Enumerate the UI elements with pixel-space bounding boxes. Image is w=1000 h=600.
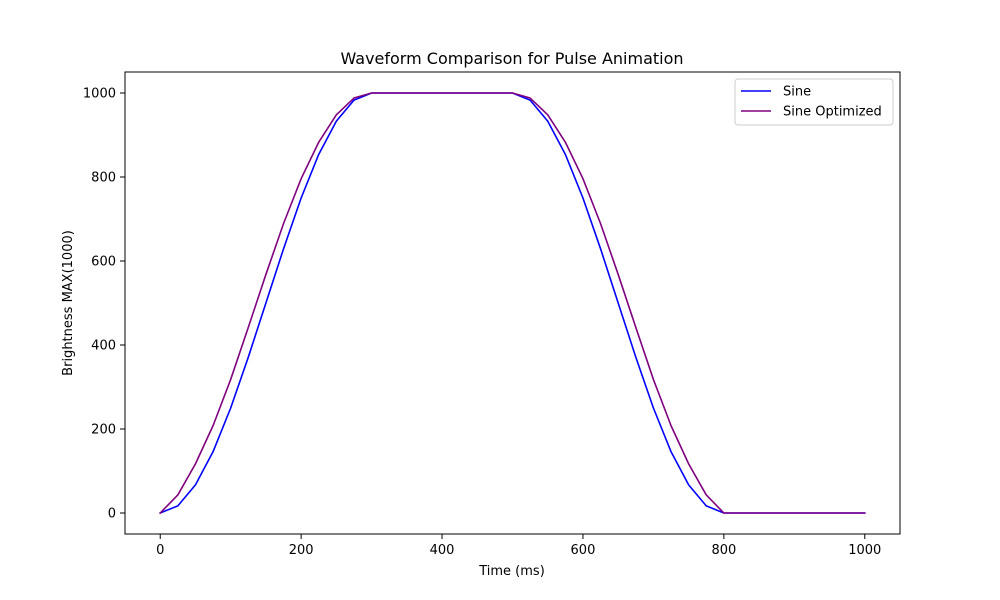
y-axis: 0 200 400 600 800 1000 [83,87,125,522]
x-tick-label: 200 [289,543,314,558]
y-tick-label: 800 [91,171,116,186]
legend-label-1: Sine [783,85,811,100]
series-line-2 [159,92,866,515]
y-tick-label: 1000 [83,87,116,102]
y-tick-label: 400 [91,339,116,354]
x-axis-label: Time (ms) [478,564,545,579]
x-tick-label: 800 [711,543,736,558]
y-axis-label: Brightness MAX(1000) [61,230,76,376]
plot-area [159,92,866,515]
chart-title: Waveform Comparison for Pulse Animation [340,49,683,68]
y-tick-label: 600 [91,255,116,270]
legend-label-2: Sine Optimized [783,105,882,120]
y-tick-label: 0 [108,507,116,522]
x-tick-label: 0 [156,543,164,558]
x-tick-label: 400 [430,543,455,558]
x-axis: 0 200 400 600 800 1000 [156,534,881,558]
plot-frame [124,71,901,535]
x-tick-label: 1000 [848,543,881,558]
legend: Sine Sine Optimized [734,78,894,126]
legend-box [734,78,894,126]
y-tick-label: 200 [91,423,116,438]
x-tick-label: 600 [571,543,596,558]
